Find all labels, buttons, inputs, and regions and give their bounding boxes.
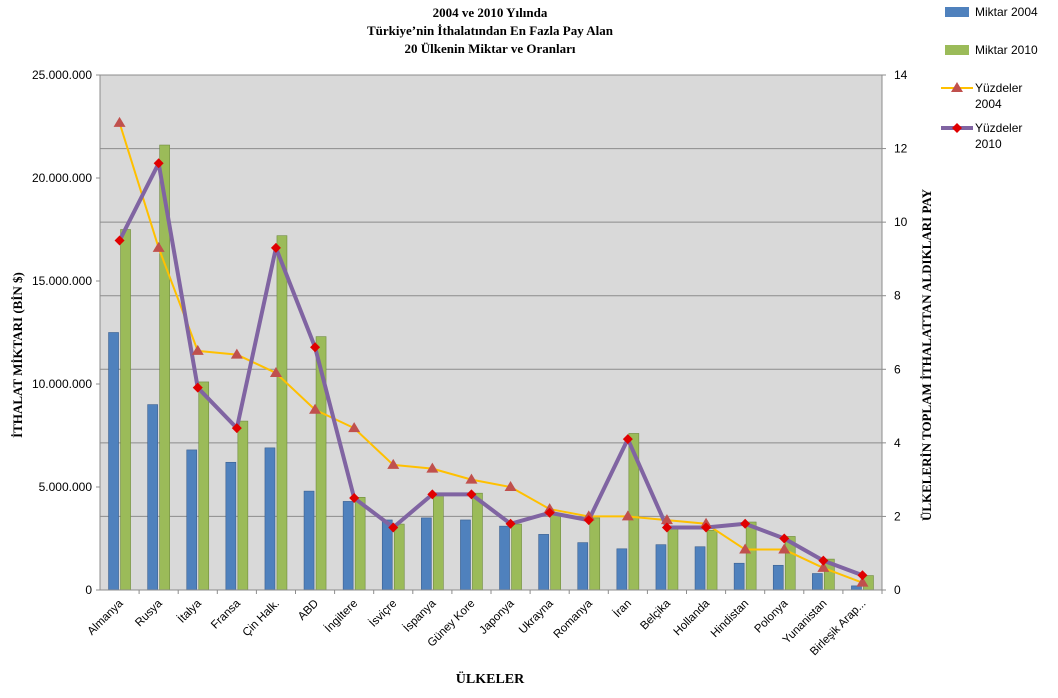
plot-area [100,75,882,590]
bar [109,333,119,591]
x-tick-label: İngiltere [322,597,360,635]
title-line-2: Türkiye’nin İthalatından En Fazla Pay Al… [367,23,614,38]
bar [121,230,131,591]
bar [382,520,392,590]
bar [304,491,314,590]
x-tick-label: Belçika [638,597,673,632]
x-tick-label: Rusya [133,597,165,629]
y-axis-left: 0 5.000.000 10.000.000 15.000.000 20.000.000… [32,68,100,597]
y-tick-label-right: 12 [894,142,908,156]
bar [226,462,236,590]
x-axis-label: ÜLKELER [456,670,525,687]
bar [355,497,365,590]
x-axis: Almanya Rusya İtalya FransaÇin Halk. ABD İngi… [86,590,882,658]
y-tick-label-right: 4 [894,436,901,450]
x-tick-label: Hollanda [672,597,713,638]
y-axis-right: 0 2 4 6 8 10 12 14 [882,68,908,597]
bar [421,518,431,590]
legend: Miktar 2004 Miktar 2010 Yüzdeler 2004 Yüzdel… [941,5,1038,151]
bar [551,514,561,590]
bar [617,549,627,590]
bar [539,534,549,590]
bar [695,547,705,590]
x-tick-label: Çin Halk. [241,598,282,639]
bar [734,563,744,590]
legend-label: 2010 [975,137,1002,151]
x-tick-label: İspanya [401,597,439,635]
bar [578,543,588,590]
bar [500,526,510,590]
y-tick-label-right: 10 [894,215,908,229]
y-tick-label-right: 14 [894,68,908,82]
y-tick-label-right: 8 [894,289,901,303]
bar [433,493,443,590]
x-tick-label: İsviçre [367,597,400,630]
x-tick-label: Japonya [477,597,517,637]
bar [812,574,822,590]
bar [460,520,470,590]
bar [238,421,248,590]
bar [394,524,404,590]
x-tick-label: Polonya [752,597,790,635]
y-tick-label-left: 5.000.000 [39,480,93,494]
x-tick-label: Romanya [552,597,596,641]
x-tick-label: Hindistan [709,598,751,640]
x-tick-label: İtalya [175,597,204,626]
x-tick-label: İran [611,597,634,620]
y-axis-right-label: ÜLKELERİN TOPLAM İTHALATTAN ALDIKLARI PA… [919,188,934,521]
bar [512,524,522,590]
legend-swatch [945,7,969,17]
bar [668,528,678,590]
y-tick-label-left: 20.000.000 [32,171,92,185]
legend-label: Yüzdeler [975,81,1022,95]
legend-label: Miktar 2010 [975,43,1038,57]
x-tick-label: Almanya [86,597,127,638]
y-axis-left-label: İTHALAT MİKTARI (BİN $) [10,272,25,438]
y-tick-label-left: 25.000.000 [32,68,92,82]
bar [472,493,482,590]
x-tick-label: ABD [296,598,321,623]
x-tick-label: Fransa [209,597,243,631]
legend-label: Miktar 2004 [975,5,1038,19]
title-line-1: 2004 ve 2010 Yılında [433,5,548,20]
legend-diamond-marker [952,123,962,133]
bar [187,450,197,590]
bar [590,518,600,590]
bar [277,236,287,590]
legend-label: 2004 [975,97,1002,111]
y-tick-label-right: 0 [894,583,901,597]
x-tick-label: Ukrayna [517,597,556,636]
legend-label: Yüzdeler [975,121,1022,135]
bar [199,382,209,590]
bar [707,530,717,590]
bar [773,565,783,590]
y-tick-label-right: 2 [894,509,901,523]
bar [656,545,666,590]
bar [265,448,275,590]
bar [343,501,353,590]
chart-title: 2004 ve 2010 Yılında Türkiye’nin İthalat… [367,5,614,56]
bar [148,405,158,590]
y-tick-label-left: 10.000.000 [32,377,92,391]
y-tick-label-left: 0 [85,583,92,597]
legend-swatch [945,45,969,55]
plot-background [100,75,882,590]
title-line-3: 20 Ülkenin Miktar ve Oranları [405,41,576,56]
y-tick-label-left: 15.000.000 [32,274,92,288]
bar [746,522,756,590]
y-tick-label-right: 6 [894,362,901,376]
